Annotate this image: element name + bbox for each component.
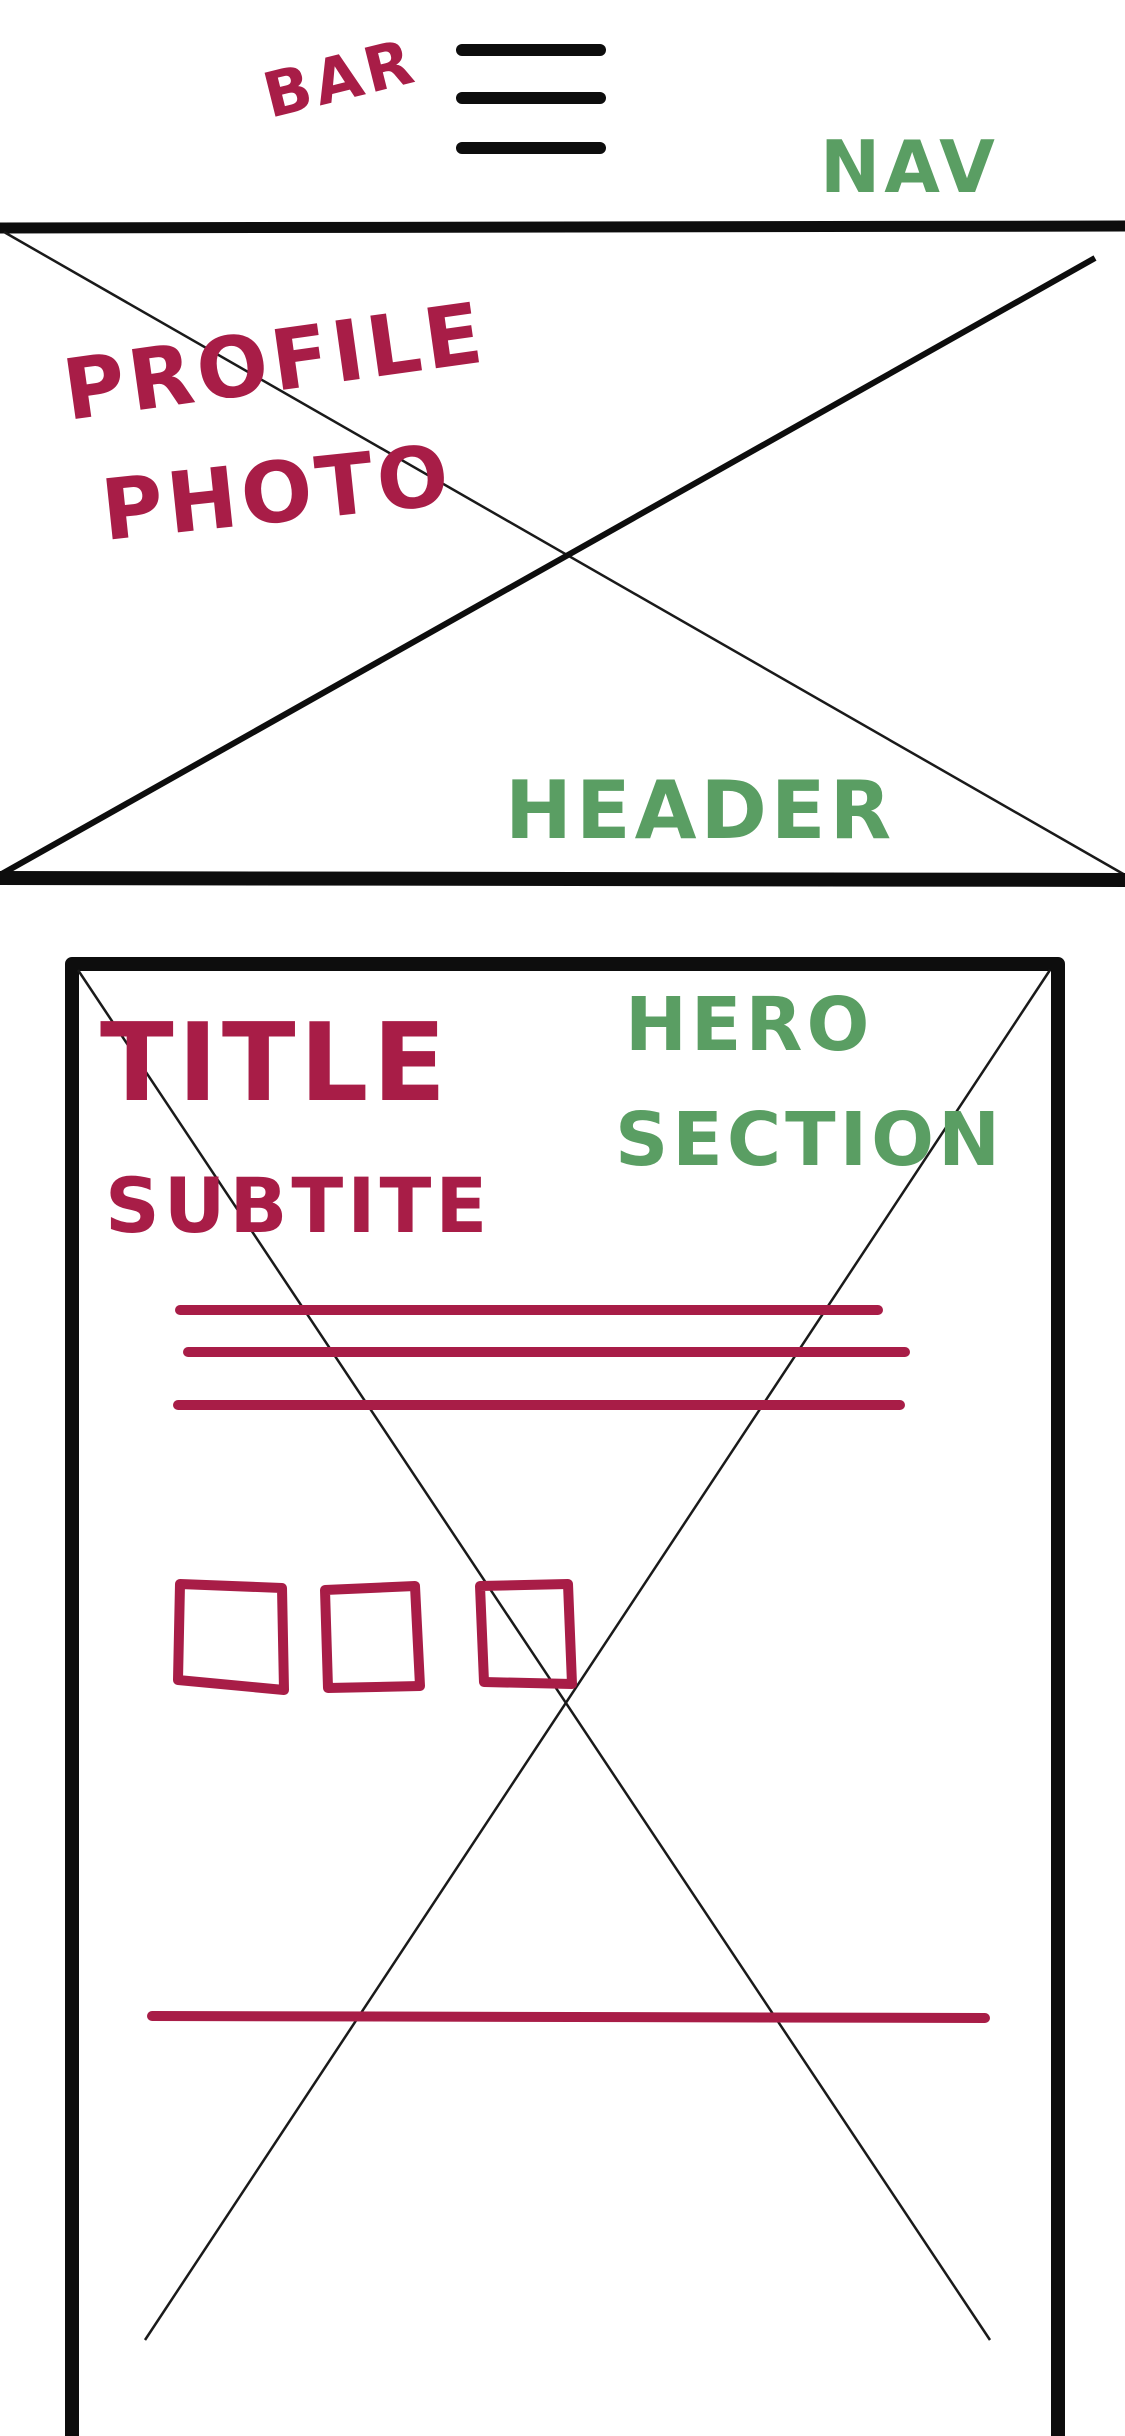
hero-text-lines <box>173 1305 910 1410</box>
header-bottom-border <box>0 871 1125 887</box>
placeholder-cross-line-b <box>0 255 1097 878</box>
profile-photo-annotation-line1: PROFILE <box>57 284 492 440</box>
nav-divider <box>0 220 1125 234</box>
square-button-icon[interactable] <box>320 1581 425 1693</box>
hamburger-menu-icon[interactable] <box>456 44 606 154</box>
square-button-icon[interactable] <box>173 1579 289 1695</box>
hero-action-buttons <box>173 1579 577 1695</box>
hero-section-annotation-line2: SECTION <box>615 1097 1004 1183</box>
hero-cross-line-a <box>76 969 992 2341</box>
square-button-icon[interactable] <box>475 1579 577 1689</box>
nav-section-annotation: NAV <box>820 125 999 209</box>
hero-section: TITLE SUBTITE HERO SECTION <box>65 957 1065 2436</box>
hero-frame <box>65 957 1065 2436</box>
hero-subtitle-annotation: SUBTITE <box>105 1161 491 1250</box>
hero-section-annotation-line1: HERO <box>625 982 873 1068</box>
hero-image-placeholder <box>76 969 1052 2341</box>
hero-footer-line <box>147 2011 990 2023</box>
menu-bar-annotation: BAR <box>256 24 424 132</box>
nav-bar: BAR NAV <box>0 24 1125 234</box>
profile-photo-annotation-line2: PHOTO <box>97 426 457 560</box>
hero-title-annotation: TITLE <box>100 1001 450 1126</box>
header-section: PROFILE PHOTO HEADER <box>0 230 1125 887</box>
profile-photo-placeholder <box>0 230 1125 878</box>
header-section-annotation: HEADER <box>505 764 895 857</box>
hero-cross-line-b <box>143 969 1052 2341</box>
